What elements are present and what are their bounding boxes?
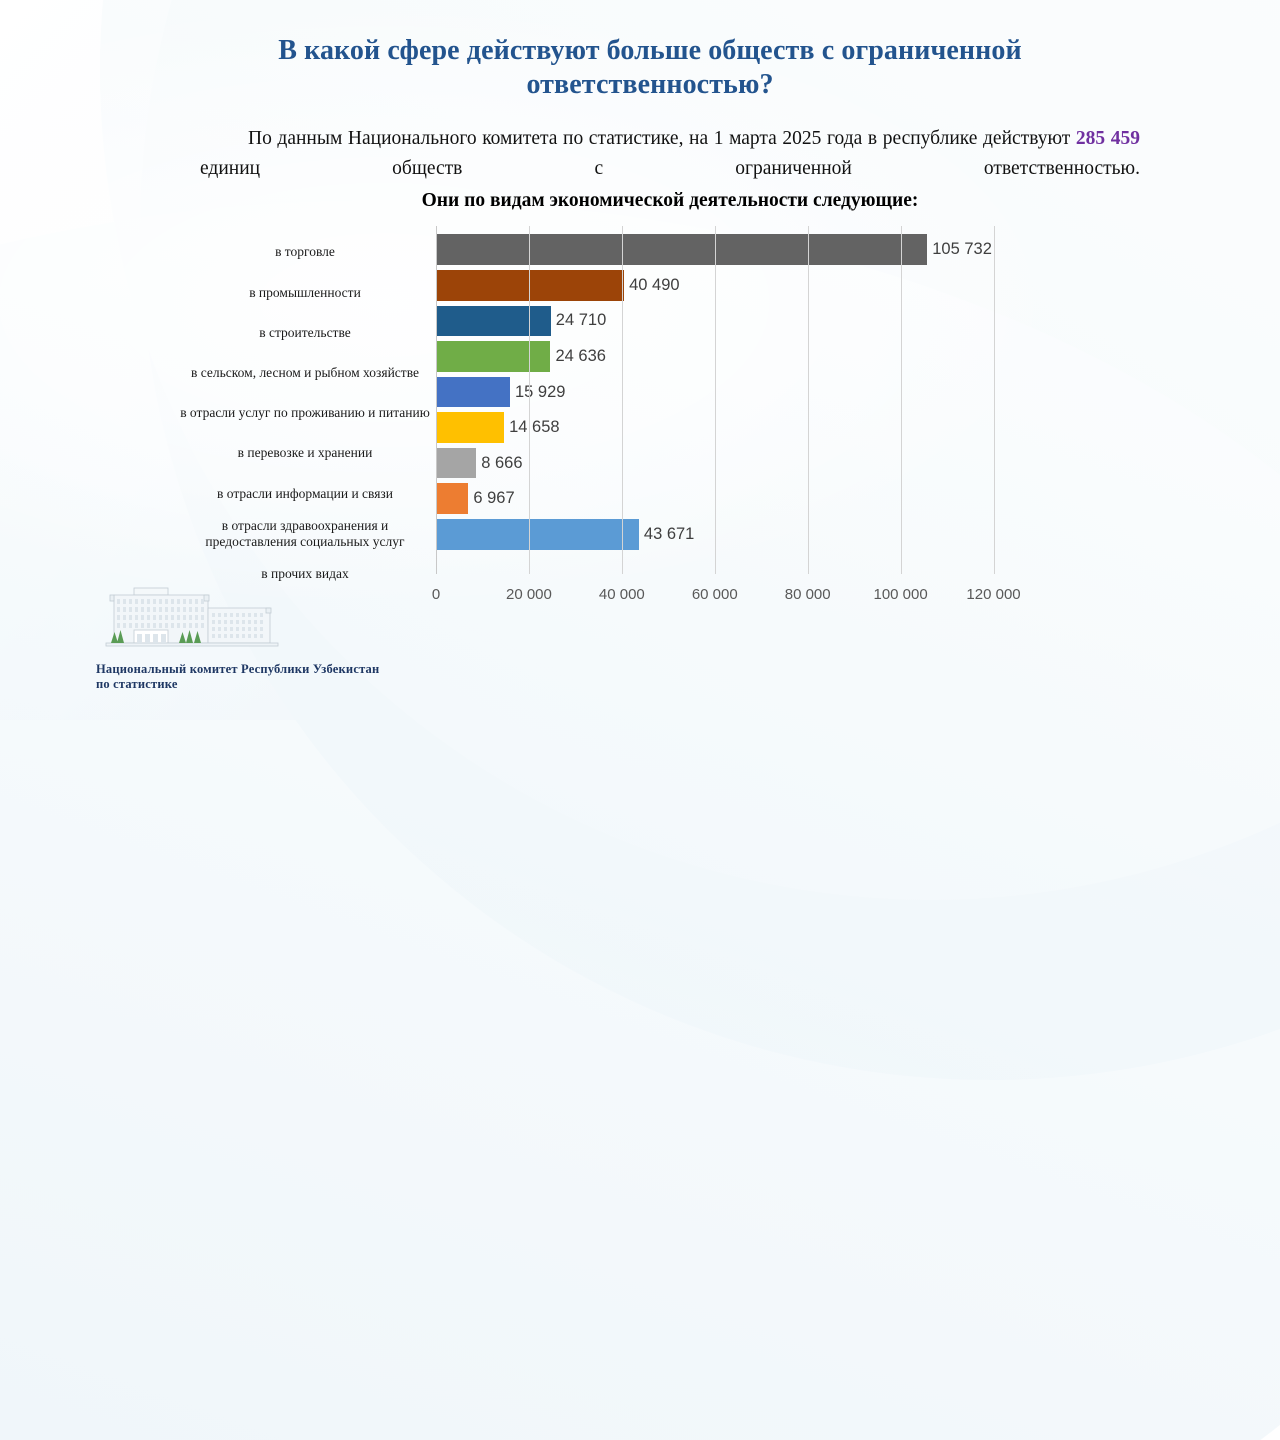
chart-bar-value-label: 14 658 xyxy=(509,418,560,437)
chart-category-label: в отрасли информации и связи xyxy=(180,473,430,513)
chart-bar-row: 14 658 xyxy=(436,410,1040,446)
chart-category-label-text: в отрасли информации и связи xyxy=(217,485,393,501)
x-axis-tick-label: 100 000 xyxy=(873,586,928,603)
chart-bar-row: 105 732 xyxy=(436,232,1040,268)
chart-gridline xyxy=(993,226,995,574)
slide-title: В какой сфере действуют больше обществ с… xyxy=(278,35,1022,100)
chart-bar-row: 24 636 xyxy=(436,339,1040,375)
background-haze xyxy=(0,0,1280,720)
chart-bar[interactable] xyxy=(436,412,505,443)
chart-bar[interactable] xyxy=(436,270,625,301)
x-axis-tick-label: 0 xyxy=(431,586,441,603)
chart-axis-line xyxy=(436,226,437,574)
chart-category-label-text: в отрасли услуг по проживанию и питанию xyxy=(180,405,430,421)
organization-logo: Национальный комитет Республики Узбекист… xyxy=(96,586,426,692)
chart-bar[interactable] xyxy=(436,518,639,550)
lead-text-after: единиц обществ с ограниченной ответствен… xyxy=(200,158,1140,179)
chart-bar[interactable] xyxy=(436,341,551,372)
chart-gridline xyxy=(807,226,809,574)
chart-category-label: в торговле xyxy=(180,232,430,272)
chart-bar[interactable] xyxy=(436,483,469,514)
chart-bar[interactable] xyxy=(436,305,551,337)
chart-gridline xyxy=(714,226,716,574)
building-icon xyxy=(105,587,279,647)
chart-category-label: в промышленности xyxy=(180,272,430,312)
chart-category-label: в отрасли услуг по проживанию и питанию xyxy=(180,393,430,433)
chart-bar-value-label: 43 671 xyxy=(643,524,695,543)
chart-bars: 105 732 40 490 24 710 24 636 15 929 14 658 8 6… xyxy=(436,232,1040,552)
chart-bar-value-label: 40 490 xyxy=(629,275,680,294)
chart-category-label: в сельском, лесном и рыбном хозяйстве xyxy=(180,353,430,393)
x-axis-tick-label: 80 000 xyxy=(784,586,831,603)
chart-category-label: в прочих видах xyxy=(180,554,430,594)
chart-bar-row: 8 666 xyxy=(436,445,1040,481)
chart-bar[interactable] xyxy=(436,234,928,266)
chart-category-label-text: в сельском, лесном и рыбном хозяйстве xyxy=(191,365,419,381)
chart-category-label-text: в прочих видах xyxy=(261,566,349,582)
chart-category-label-text: в перевозке и хранении xyxy=(237,445,373,461)
chart-bar-row: 43 671 xyxy=(436,517,1040,553)
chart-bar[interactable] xyxy=(436,447,477,479)
chart-gridline xyxy=(528,226,530,574)
organization-name: Национальный комитет Республики Узбекист… xyxy=(96,662,426,692)
chart-category-labels: в торговле в промышленности в строительств… xyxy=(180,232,430,594)
lead-text-before: По данным Национального комитета по стат… xyxy=(248,128,1076,149)
chart-bar-value-label: 15 929 xyxy=(515,382,566,401)
chart-bar-value-label: 105 732 xyxy=(932,240,992,259)
chart-category-label-text: в строительстве xyxy=(259,324,351,340)
chart-category-label-text: в отрасли здравоохранения и предоставлен… xyxy=(205,518,405,549)
x-axis-tick-label: 20 000 xyxy=(505,586,552,603)
chart-bar-row: 40 490 xyxy=(436,268,1040,304)
chart-bar-value-label: 8 666 xyxy=(481,453,523,472)
chart-bar-value-label: 24 636 xyxy=(555,346,606,365)
chart-gridline xyxy=(900,226,902,574)
chart-category-label-text: в промышленности xyxy=(249,284,361,300)
chart-category-label: в перевозке и хранении xyxy=(180,433,430,473)
chart-bar-value-label: 6 967 xyxy=(473,489,515,508)
chart-category-label: в строительстве xyxy=(180,312,430,352)
x-axis-tick-label: 60 000 xyxy=(691,586,738,603)
chart-category-label: в отрасли здравоохранения и предоставлен… xyxy=(180,514,430,554)
chart-bar-row: 24 710 xyxy=(436,303,1040,339)
chart-plot-area: 105 732 40 490 24 710 24 636 15 929 14 658 8 6… xyxy=(436,226,1040,574)
organization-name-line2: по статистике xyxy=(96,677,178,691)
bar-chart: в торговле в промышленности в строительств… xyxy=(180,226,1040,616)
lead-paragraph: По данным Национального комитета по стат… xyxy=(200,124,1140,184)
x-axis-tick-label: 120 000 xyxy=(966,586,1021,603)
chart-bar-row: 15 929 xyxy=(436,374,1040,410)
x-axis-tick-label: 40 000 xyxy=(598,586,645,603)
chart-category-label-text: в торговле xyxy=(275,244,335,260)
chart-bar[interactable] xyxy=(436,376,510,408)
organization-name-line1: Национальный комитет Республики Узбекист… xyxy=(96,662,380,676)
chart-gridline xyxy=(621,226,623,574)
chart-x-axis: 0 20 000 40 000 60 000 80 000 100 000 120 000 xyxy=(432,586,1040,608)
chart-bar-row: 6 967 xyxy=(436,481,1040,517)
chart-bar-value-label: 24 710 xyxy=(555,311,607,330)
chart-subheading: Они по видам экономической деятельности … xyxy=(421,190,919,211)
tree-icons xyxy=(111,630,201,643)
entity-count-value: 285 459 xyxy=(1075,128,1140,149)
